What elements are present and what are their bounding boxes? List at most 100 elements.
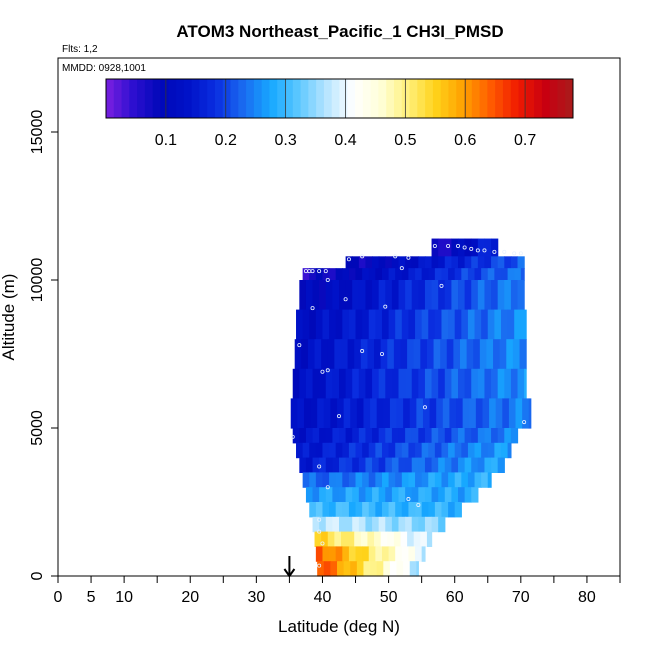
heatmap-cell [418, 457, 426, 473]
heatmap-cell [314, 531, 322, 547]
x-tick-label: 10 [115, 589, 133, 606]
heatmap-cell [391, 368, 400, 399]
heatmap-cell [411, 368, 419, 399]
heatmap-cell [352, 256, 360, 269]
colorbar-segment [526, 79, 535, 118]
heatmap-cell [484, 457, 492, 473]
heatmap-cell [368, 309, 376, 340]
sample-point [393, 254, 398, 259]
heatmap-cell [319, 487, 327, 503]
heatmap-cell [360, 531, 369, 547]
colorbar-segment [144, 79, 154, 118]
heatmap-cell [334, 339, 342, 370]
heatmap-cell [335, 309, 343, 340]
heatmap-cell [368, 546, 376, 562]
heatmap-cell [466, 339, 474, 370]
heatmap-cell [391, 428, 400, 444]
heatmap-cell [385, 256, 393, 269]
heatmap-cell [418, 368, 426, 399]
heatmap-cell [444, 368, 452, 399]
colorbar-segment [222, 79, 232, 118]
heatmap-cell [388, 268, 396, 281]
heatmap-cell [448, 309, 456, 340]
heatmap-cell [517, 368, 525, 399]
heatmap-cell [389, 561, 398, 577]
heatmap-cell [461, 309, 469, 340]
heatmap-cell [522, 398, 530, 429]
colorbar-segment [502, 79, 512, 118]
heatmap-cell [491, 368, 499, 399]
heatmap-cell [473, 339, 481, 370]
heatmap-cell [347, 531, 355, 547]
heatmap-cell [500, 309, 509, 340]
heatmap-cell [458, 487, 466, 503]
heatmap-cell [321, 531, 329, 547]
colorbar-tick-label: 0.3 [274, 132, 296, 149]
colorbar-segment [393, 79, 403, 118]
heatmap-cell [494, 442, 502, 459]
heatmap-cell [517, 256, 525, 269]
heatmap-cell [303, 398, 312, 429]
heatmap-cell [431, 487, 439, 503]
heatmap-cell [461, 472, 469, 488]
heatmap-cell [354, 339, 362, 370]
colorbar-segment [137, 79, 146, 118]
x-tick-label: 5 [87, 589, 96, 606]
heatmap-cell [441, 502, 449, 518]
heatmap-cell [428, 472, 436, 488]
heatmap-cell [398, 280, 406, 311]
heatmap-cell [378, 368, 386, 399]
heatmap-cell [376, 398, 384, 429]
heatmap-cell [358, 256, 367, 269]
sample-point [383, 304, 388, 309]
heatmap-cell [440, 339, 448, 370]
colorbar-segment [440, 79, 449, 118]
heatmap-cell [302, 309, 310, 340]
heatmap-cell [491, 428, 499, 444]
heatmap-cell [327, 339, 335, 370]
heatmap-cell [348, 472, 357, 488]
heatmap-cell [299, 368, 307, 399]
heatmap-cell [416, 561, 419, 577]
heatmap-cell [438, 516, 446, 533]
heatmap-cell [378, 487, 386, 503]
colorbar-segment [534, 79, 543, 118]
heatmap-cell [426, 531, 433, 547]
x-axis: 0 5 10 20 30 40 50 60 70 80 [54, 576, 621, 606]
heatmap-cell [339, 516, 347, 533]
heatmap-cell [365, 516, 373, 533]
sample-point [379, 351, 384, 356]
heatmap-cell [405, 428, 413, 444]
heatmap-cell [448, 442, 456, 459]
heatmap-cell [396, 398, 404, 429]
heatmap-cell [305, 487, 314, 503]
heatmap-cell [325, 457, 333, 473]
heatmap-cell [458, 238, 466, 257]
heatmap-cell [319, 368, 327, 399]
colorbar-segment [308, 79, 317, 118]
colorbar-segment [269, 79, 278, 118]
heatmap-cell [484, 256, 492, 269]
heatmap-cell [444, 256, 452, 269]
heatmap-cell [339, 428, 347, 444]
heatmap-cell [519, 339, 527, 370]
heatmap-cell [467, 268, 476, 281]
colorbar-tick-label: 0.7 [514, 132, 536, 149]
heatmap-cell [345, 256, 353, 269]
heatmap-cell [502, 398, 510, 429]
heatmap-cell [319, 428, 327, 444]
heatmap-cell [436, 398, 444, 429]
heatmap-cell [322, 502, 330, 518]
heatmap-cell [477, 238, 486, 257]
heatmap-cell [415, 502, 423, 518]
heatmap-cell [471, 238, 479, 257]
heatmap-cell [332, 457, 340, 473]
heatmap-cell [322, 268, 330, 281]
heatmap-cell [464, 256, 472, 269]
heatmap-cell [302, 472, 310, 488]
heatmap-cell [416, 398, 424, 429]
heatmap-cell [477, 368, 486, 399]
heatmap-cell [352, 280, 360, 311]
y-tick-label: 5000 [29, 410, 46, 446]
heatmap-cell [365, 256, 373, 269]
